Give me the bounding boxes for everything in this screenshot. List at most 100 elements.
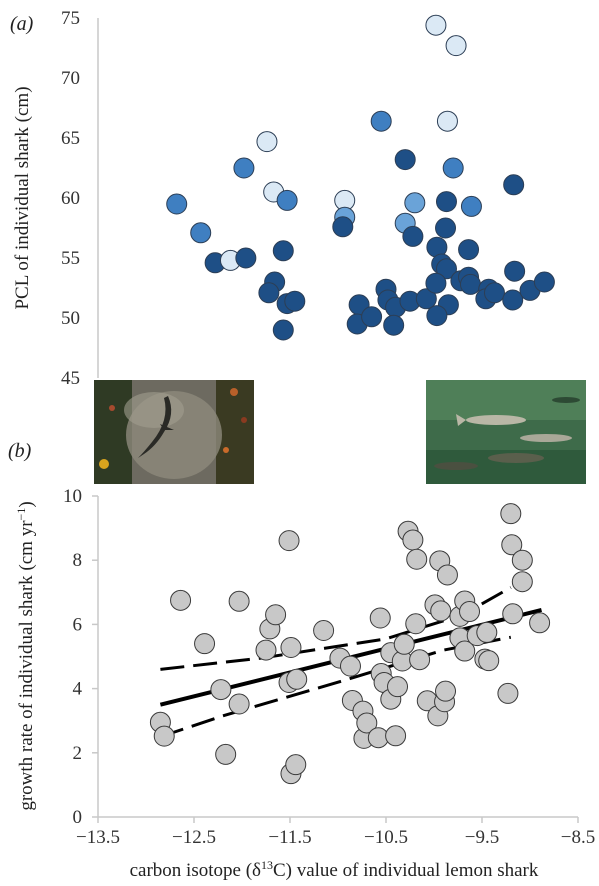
data-point [286,668,308,690]
data-point [332,216,354,238]
data-point [460,195,482,217]
data-point [504,260,526,282]
panel-b-x-axis-title: carbon isotope (δ13C) value of individua… [130,858,539,881]
data-point [425,14,447,36]
data-point [435,680,457,702]
data-point [166,193,188,215]
data-point [435,217,457,239]
data-point [393,633,415,655]
data-point [454,640,476,662]
x-tick-label: −10.5 [364,827,408,848]
data-point [276,189,298,211]
data-point [402,225,424,247]
data-point [442,157,464,179]
data-point [313,619,335,641]
data-point [404,192,426,214]
shark-photo-left [94,380,254,484]
xlabel-part-3: C) value of individual lemon shark [273,860,539,881]
data-point [435,191,457,213]
ylabel-part-1: growth rate of individual shark (cm yr [16,520,37,811]
data-point [256,131,278,153]
panel-a-tick-labels: 45 50 55 60 65 70 75 [61,8,80,389]
data-point [500,503,522,525]
data-point [511,549,533,571]
shark-photo-right-graphic [426,380,586,484]
data-point [533,271,555,293]
y-tick-label: 6 [73,614,83,635]
data-point [503,174,525,196]
data-point [426,305,448,327]
data-point [435,258,457,280]
y-tick-label: 4 [73,679,83,700]
data-point [459,273,481,295]
shark-photo-right [426,380,586,484]
data-point [370,110,392,132]
data-point [476,621,498,643]
data-point [361,306,383,328]
data-point [356,712,378,734]
y-tick-label: 55 [61,248,80,269]
data-point [228,590,250,612]
y-tick-label: 70 [61,68,80,89]
y-tick-label: 10 [63,486,82,507]
data-point [459,601,481,623]
y-tick-label: 8 [73,550,83,571]
x-tick-label: −13.5 [76,827,120,848]
data-point [235,247,257,269]
data-point [511,571,533,593]
panel-a-label: (a) [10,13,34,35]
data-point [385,725,407,747]
data-point [394,149,416,171]
xlabel-part-1: carbon isotope (δ [130,860,261,881]
data-point [210,679,232,701]
x-tick-label: −8.5 [561,827,595,848]
y-tick-label: 75 [61,8,80,29]
data-point [502,289,524,311]
data-point [436,564,458,586]
data-point [272,240,294,262]
data-point [258,282,280,304]
data-point [406,548,428,570]
x-tick-label: −11.5 [268,827,311,848]
data-point [170,589,192,611]
panel-b-points [149,503,551,785]
y-tick-label: 45 [61,368,80,389]
data-point [369,607,391,629]
data-point [265,604,287,626]
data-point [228,693,250,715]
x-tick-label: −9.5 [465,827,499,848]
data-point [339,655,361,677]
data-point [233,157,255,179]
panel-b-label: (b) [8,440,32,462]
data-point [436,110,458,132]
data-point [409,649,431,671]
data-point [529,612,551,634]
y-tick-label: 50 [61,308,80,329]
y-tick-label: 0 [73,807,83,828]
panel-b-y-axis-title: growth rate of individual shark (cm yr−1… [14,501,37,810]
data-point [502,603,524,625]
data-point [445,35,467,57]
panel-a-points [166,14,555,341]
data-point [478,650,500,672]
data-point [190,222,212,244]
data-point [497,682,519,704]
data-point [402,529,424,551]
data-point [425,272,447,294]
shark-photo-left-graphic [94,380,254,484]
y-tick-label: 65 [61,128,80,149]
data-point [272,319,294,341]
ci-upper-line [160,586,512,671]
data-point [153,725,175,747]
data-point [415,288,437,310]
data-point [430,600,452,622]
xlabel-superscript: 13 [261,858,273,872]
data-point [458,239,480,261]
data-point [387,676,409,698]
y-tick-label: 2 [73,743,83,764]
data-point [278,530,300,552]
y-tick-label: 60 [61,188,80,209]
data-point [285,754,307,776]
data-point [405,613,427,635]
